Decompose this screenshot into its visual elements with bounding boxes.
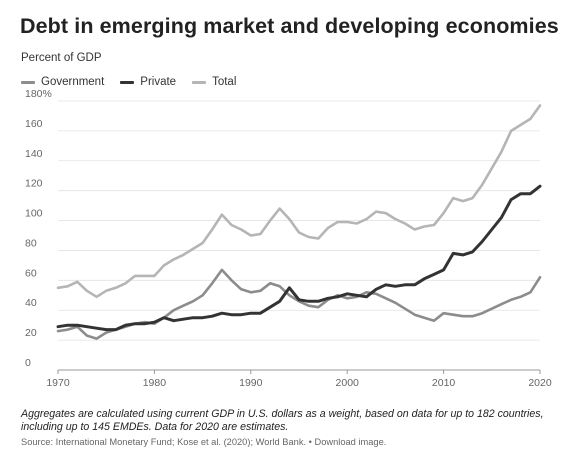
y-tick-label-0: 0 xyxy=(25,357,31,369)
x-tick-label-1970: 1970 xyxy=(46,377,70,389)
legend-label-government: Government xyxy=(41,76,105,88)
chart-grid xyxy=(58,100,540,371)
x-tick-label-2010: 2010 xyxy=(432,377,456,389)
chart-title: Debt in emerging market and developing e… xyxy=(20,14,559,38)
series-line-total xyxy=(56,104,542,299)
x-tick-label-2000: 2000 xyxy=(336,377,360,389)
y-tick-label-120: 120 xyxy=(25,178,43,190)
legend-label-private: Private xyxy=(140,76,177,88)
legend-swatch-total xyxy=(192,80,207,84)
legend-swatch-private xyxy=(120,80,135,84)
y-tick-label-80: 80 xyxy=(25,237,37,249)
chart-source: Source: International Monetary Fund; Kos… xyxy=(21,437,387,447)
legend-item-total: Total xyxy=(192,76,236,88)
legend-item-private: Private xyxy=(120,76,176,88)
legend: Government Private Total xyxy=(21,76,236,88)
legend-swatch-government xyxy=(21,80,35,84)
y-tick-label-60: 60 xyxy=(25,267,37,279)
y-tick-label-100: 100 xyxy=(25,208,43,220)
x-tick-label-1980: 1980 xyxy=(143,377,167,389)
legend-item-government: Government xyxy=(21,76,104,88)
x-axis: 1970 1980 1990 2000 2010 2020 xyxy=(46,370,552,389)
chart-subtitle: Percent of GDP xyxy=(21,52,102,64)
y-tick-label-180: 180% xyxy=(25,88,52,100)
x-tick-label-1990: 1990 xyxy=(239,377,263,389)
y-tick-label-160: 160 xyxy=(25,118,43,130)
legend-label-total: Total xyxy=(212,76,237,88)
x-tick-label-2020: 2020 xyxy=(528,377,552,389)
y-axis: 0 20 40 60 80 100 120 140 160 180% xyxy=(25,88,52,369)
y-tick-label-40: 40 xyxy=(25,297,37,309)
y-tick-label-140: 140 xyxy=(25,148,43,160)
y-tick-label-20: 20 xyxy=(25,327,37,339)
chart-series xyxy=(56,104,542,340)
series-line-private xyxy=(56,184,542,332)
chart-note: Aggregates are calculated using current … xyxy=(21,408,544,433)
